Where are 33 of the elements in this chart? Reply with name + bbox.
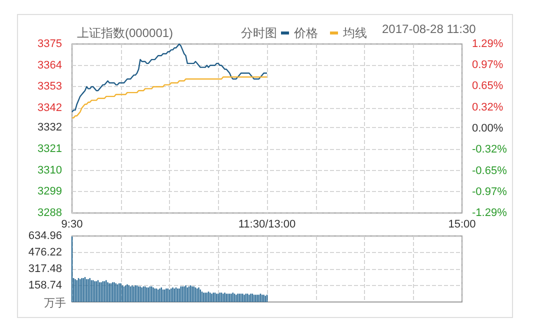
y-tick-label: 634.96 [28, 230, 62, 242]
y-axis-title: 万手 [44, 296, 66, 310]
y2-tick-label: 0.32% [472, 102, 504, 114]
y-tick-label: 3288 [38, 207, 62, 219]
line-series [71, 43, 268, 113]
y-tick-label: 3364 [38, 59, 62, 72]
y2-tick-label: -1.29% [472, 207, 508, 219]
text: 2017-08-28 11:30 [382, 22, 476, 36]
y2-tick-label: 0.65% [472, 80, 504, 92]
y2-tick-label: -0.97% [472, 186, 508, 198]
x-tick-label: 11:30/13:00 [238, 218, 296, 230]
legend-label: 价格 [293, 26, 318, 40]
y-tick-label: 158.74 [28, 280, 62, 292]
x-tick-label: 9:30 [61, 218, 83, 230]
x-tick-label: 15:00 [448, 218, 476, 230]
line-series [71, 76, 268, 118]
y2-tick-label: -0.32% [472, 143, 508, 156]
y-tick-label: 3332 [38, 122, 62, 134]
y2-tick-label: 0.00% [472, 122, 504, 134]
y2-tick-label: 1.29% [472, 38, 504, 50]
y-tick-label: 317.48 [28, 263, 62, 275]
chart-subtitle: 分时图 [241, 26, 277, 40]
y-tick-label: 3299 [38, 186, 62, 198]
y-tick-label: 3321 [38, 142, 62, 155]
y2-tick-label: -0.65% [472, 165, 508, 178]
y-tick-label: 3375 [38, 38, 62, 50]
y2-tick-label: 0.97% [472, 58, 504, 71]
y-tick-label: 476.22 [28, 246, 62, 258]
chart-title: 上证指数(000001) [77, 26, 174, 40]
y-tick-label: 3353 [38, 80, 62, 93]
legend-label: 均线 [342, 26, 367, 40]
y-tick-label: 3310 [38, 164, 62, 176]
y-tick-label: 3342 [38, 102, 62, 114]
